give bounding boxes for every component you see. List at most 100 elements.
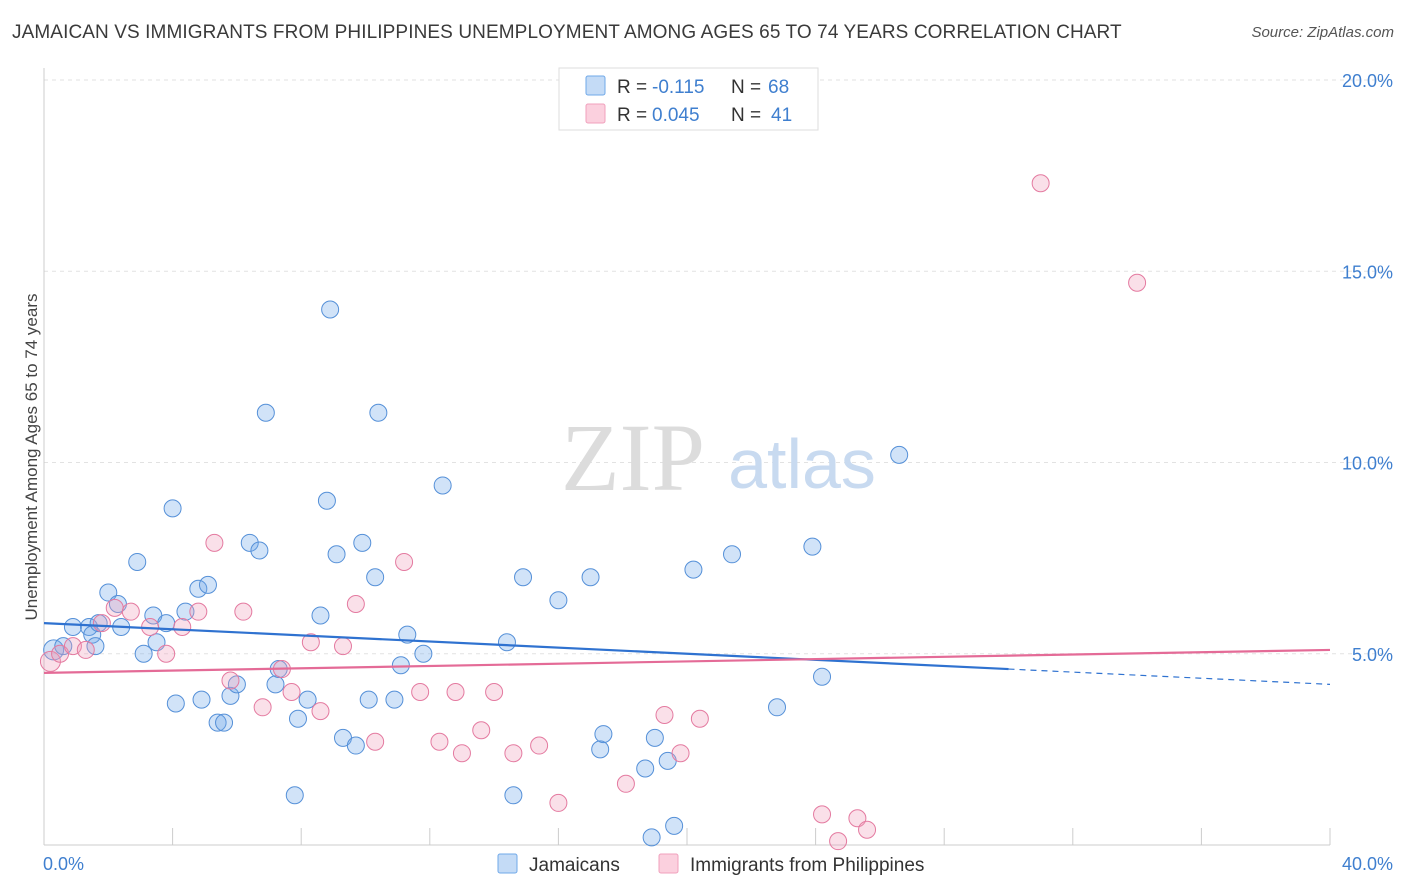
legend-bottom-label-philippines: Immigrants from Philippines <box>690 855 924 876</box>
jamaicans-point-11 <box>134 644 153 663</box>
philippines-point-36 <box>813 805 832 824</box>
legend-bottom-swatch-jamaicans <box>497 853 518 874</box>
jamaicans-trend-line <box>43 622 1009 671</box>
jamaicans-point-42 <box>369 403 388 422</box>
philippines-point-5 <box>105 598 124 617</box>
trend-lines <box>43 622 1331 685</box>
watermark-zip: ZIP <box>561 404 705 511</box>
legend-top-r-value-2: 0.045 <box>652 105 700 126</box>
jamaicans-point-62 <box>768 698 787 717</box>
legend-top-n-value-1: 68 <box>768 77 789 98</box>
philippines-point-10 <box>189 602 208 621</box>
jamaicans-point-17 <box>176 602 195 621</box>
chart-title: JAMAICAN VS IMMIGRANTS FROM PHILIPPINES … <box>12 22 1122 43</box>
jamaicans-point-48 <box>497 633 516 652</box>
jamaicans-point-13 <box>147 633 166 652</box>
legend-top-swatch-jamaicans <box>585 75 606 96</box>
philippines-point-35 <box>690 709 709 728</box>
jamaicans-point-7 <box>99 583 118 602</box>
jamaicans-point-41 <box>366 568 385 587</box>
philippines-point-11 <box>205 533 224 552</box>
watermark-atlas: atlas <box>728 425 876 503</box>
philippines-point-27 <box>472 721 491 740</box>
jamaicans-point-26 <box>250 541 269 560</box>
jamaicans-point-22 <box>215 713 234 732</box>
legend-bottom-label-jamaicans: Jamaicans <box>529 855 620 876</box>
legend-top-swatch-philippines <box>585 103 606 124</box>
philippines-point-6 <box>121 602 140 621</box>
philippines-points <box>39 174 1147 851</box>
source-label: Source: ZipAtlas.com <box>1251 24 1394 41</box>
y-axis-label: Unemployment Among Ages 65 to 74 years <box>22 294 41 621</box>
jamaicans-point-35 <box>321 300 340 319</box>
jamaicans-point-33 <box>311 606 330 625</box>
grid-lines <box>44 79 1395 655</box>
jamaicans-point-31 <box>288 709 307 728</box>
philippines-trend-line <box>43 648 1331 674</box>
jamaicans-point-5 <box>86 637 105 656</box>
jamaicans-point-36 <box>327 545 346 564</box>
philippines-point-25 <box>446 683 465 701</box>
jamaicans-point-45 <box>398 625 417 644</box>
x-tick-labels: 0.0% 40.0% <box>43 854 1393 874</box>
legend-top-n-value-2: 41 <box>771 105 792 126</box>
legend-top-r-value-1: -0.115 <box>652 77 704 98</box>
philippines-point-32 <box>616 774 635 793</box>
jamaicans-point-2 <box>63 617 82 636</box>
jamaicans-point-52 <box>581 568 600 587</box>
x-tick-label-1: 40.0% <box>1342 854 1393 874</box>
jamaicans-point-39 <box>353 533 372 552</box>
jamaicans-point-51 <box>549 591 568 610</box>
philippines-point-18 <box>311 702 330 721</box>
jamaicans-point-25 <box>240 533 259 552</box>
jamaicans-point-64 <box>813 667 832 686</box>
jamaicans-points <box>43 300 909 847</box>
jamaicans-point-18 <box>189 579 208 598</box>
jamaicans-point-28 <box>266 675 285 694</box>
jamaicans-point-44 <box>391 656 410 675</box>
philippines-point-34 <box>671 744 690 763</box>
jamaicans-point-65 <box>890 445 909 464</box>
philippines-point-24 <box>430 732 449 751</box>
philippines-point-9 <box>173 617 192 636</box>
philippines-point-28 <box>485 683 504 701</box>
watermark: ZIP atlas <box>561 404 876 511</box>
y-tick-label-1: 10.0% <box>1342 454 1393 474</box>
philippines-point-17 <box>301 633 320 652</box>
philippines-point-26 <box>452 744 471 763</box>
jamaicans-point-47 <box>433 476 452 495</box>
philippines-point-30 <box>530 736 549 755</box>
philippines-point-4 <box>92 614 111 633</box>
jamaicans-point-49 <box>504 786 523 805</box>
jamaicans-point-32 <box>298 690 317 709</box>
philippines-point-13 <box>234 602 253 621</box>
jamaicans-point-30 <box>285 786 304 805</box>
y-tick-labels: 5.0% 10.0% 15.0% 20.0% <box>1342 71 1393 665</box>
jamaicans-point-34 <box>317 491 336 510</box>
jamaicans-point-50 <box>514 568 533 587</box>
jamaicans-point-61 <box>723 545 742 564</box>
axes <box>43 68 1331 846</box>
jamaicans-point-60 <box>684 560 703 579</box>
jamaicans-point-23 <box>221 686 240 705</box>
x-tick-label-0: 0.0% <box>43 854 84 874</box>
jamaicans-point-20 <box>198 575 217 594</box>
y-tick-label-2: 15.0% <box>1342 262 1393 282</box>
philippines-point-21 <box>366 732 385 751</box>
legend-top-n-label-2: N = <box>731 105 761 126</box>
jamaicans-point-21 <box>208 713 227 732</box>
legend-top-r-label-2: R = <box>617 105 647 126</box>
philippines-point-16 <box>282 683 301 701</box>
jamaicans-point-40 <box>359 690 378 709</box>
y-tick-label-3: 20.0% <box>1342 71 1393 91</box>
philippines-point-12 <box>221 671 240 690</box>
legend-bottom: Jamaicans Immigrants from Philippines <box>497 853 924 876</box>
legend-top: R = -0.115 N = 68 R = 0.045 N = 41 <box>558 67 819 131</box>
y-tick-label-0: 5.0% <box>1352 645 1393 665</box>
legend-bottom-swatch-philippines <box>658 853 679 874</box>
jamaicans-point-54 <box>594 725 613 744</box>
jamaicans-point-19 <box>192 690 211 709</box>
jamaicans-point-56 <box>642 828 661 847</box>
jamaicans-point-59 <box>665 816 684 835</box>
